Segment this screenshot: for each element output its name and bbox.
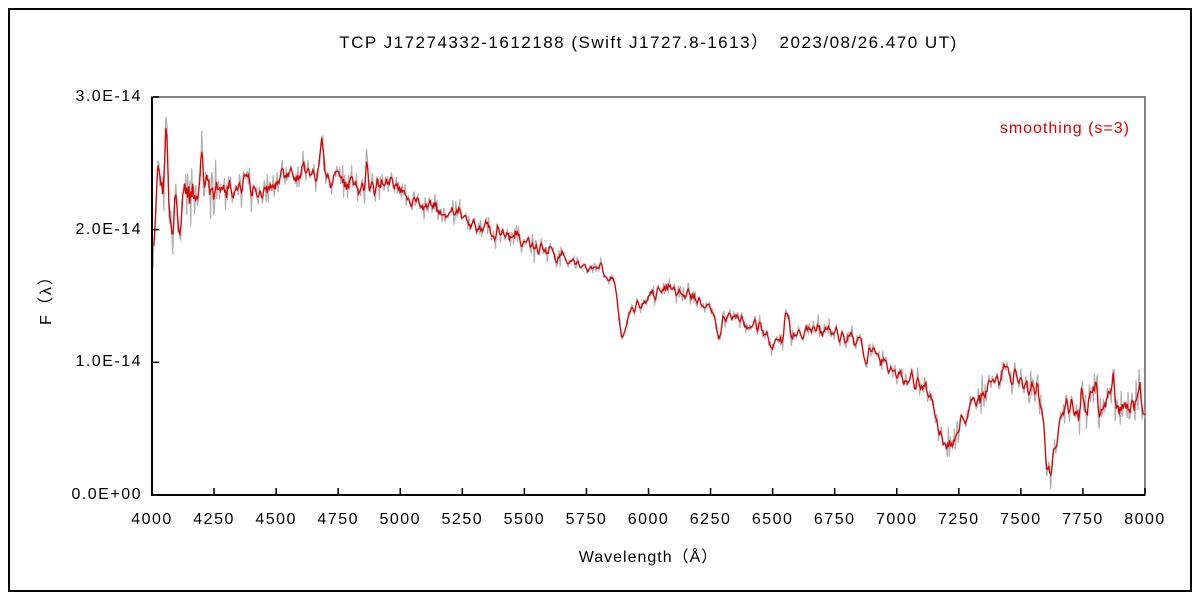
axes xyxy=(151,97,1145,496)
x-tick-label: 6500 xyxy=(751,511,794,528)
x-tick-label: 4750 xyxy=(317,511,359,528)
x-tick-label: 7000 xyxy=(875,511,918,528)
x-tick-label: 4500 xyxy=(255,511,297,528)
y-tick-label: 1.0E-14 xyxy=(75,353,142,371)
legend-smoothing-label: smoothing (s=3) xyxy=(999,120,1130,137)
x-tick-label: 7750 xyxy=(1062,511,1104,528)
x-tick-label: 6250 xyxy=(689,511,732,528)
tick-marks xyxy=(151,96,1146,496)
x-tick-label: 7500 xyxy=(1000,511,1042,528)
x-tick-label: 6750 xyxy=(813,511,856,528)
chart-title: TCP J17274332-1612188 (Swift J1727.8-161… xyxy=(339,33,958,52)
y-tick-label: 2.0E-14 xyxy=(75,220,142,238)
x-tick-label: 5500 xyxy=(503,511,546,528)
x-tick-label: 5250 xyxy=(441,511,484,528)
y-tick-label: 3.0E-14 xyxy=(75,88,142,105)
x-tick-label: 4250 xyxy=(193,511,235,528)
x-tick-label: 4000 xyxy=(131,511,173,528)
x-tick-label: 6000 xyxy=(627,511,670,528)
x-tick-label: 5000 xyxy=(379,511,422,528)
x-tick-label: 7250 xyxy=(938,511,980,528)
x-tick-label: 8000 xyxy=(1124,511,1166,528)
x-axis-label: Wavelength（Å） xyxy=(578,549,719,566)
y-tick-label: 0.0E+00 xyxy=(71,486,142,503)
x-tick-label: 5750 xyxy=(565,511,608,528)
smoothed-spectrum-line xyxy=(151,127,1146,477)
